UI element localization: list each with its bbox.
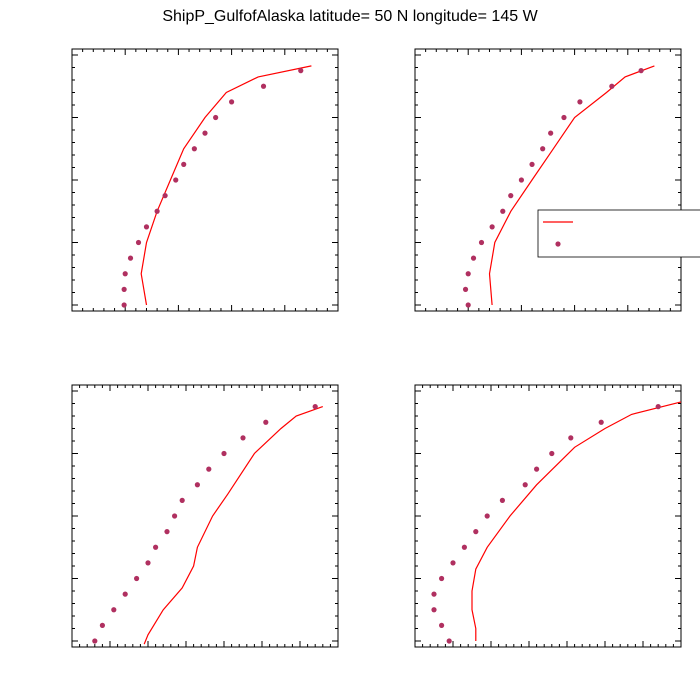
legend xyxy=(537,209,700,258)
raobs-point xyxy=(153,544,159,550)
raobs-point xyxy=(446,638,452,644)
plot-frame xyxy=(71,384,339,648)
raobs-point xyxy=(240,435,246,441)
raobs-point xyxy=(312,404,318,410)
raobs-point xyxy=(465,302,471,308)
raobs-point xyxy=(206,466,212,472)
model-series-line xyxy=(143,406,323,645)
raobs-point xyxy=(179,497,185,503)
raobs-point xyxy=(484,513,490,519)
raobs-point xyxy=(470,255,477,261)
plot-frame xyxy=(414,48,682,312)
panel-oct xyxy=(414,384,682,648)
raobs-point xyxy=(473,529,479,535)
raobs-point xyxy=(609,83,615,89)
model-series-line xyxy=(488,65,655,306)
raobs-point xyxy=(181,161,187,167)
raobs-point xyxy=(229,99,235,105)
raobs-point xyxy=(127,255,134,261)
raobs-point xyxy=(202,130,208,136)
raobs-point xyxy=(568,435,574,441)
raobs-point xyxy=(522,482,528,488)
panel-jul xyxy=(71,384,339,648)
raobs-point xyxy=(172,513,178,519)
raobs-point xyxy=(655,404,661,410)
raobs-point xyxy=(263,419,269,425)
raobs-point xyxy=(465,271,471,277)
panel-group xyxy=(71,48,682,648)
raobs-point xyxy=(221,450,227,457)
figure-title: ShipP_GulfofAlaska latitude= 50 N longit… xyxy=(162,8,538,25)
raobs-point xyxy=(561,114,567,121)
raobs-point xyxy=(92,638,98,644)
raobs-point xyxy=(534,466,540,472)
raobs-point xyxy=(462,286,469,292)
raobs-point xyxy=(194,482,200,488)
raobs-point xyxy=(489,224,495,230)
raobs-point xyxy=(143,224,150,230)
legend-box xyxy=(537,209,700,258)
panel-jan xyxy=(71,48,339,312)
raobs-point xyxy=(135,239,142,246)
model-series-line xyxy=(471,401,682,641)
raobs-point xyxy=(461,544,467,550)
raobs-point xyxy=(638,68,644,74)
raobs-point xyxy=(431,591,437,597)
raobs-point xyxy=(154,208,160,214)
raobs-point xyxy=(549,450,555,457)
raobs-point xyxy=(431,607,437,613)
raobs-point xyxy=(111,607,117,613)
panel-apr xyxy=(414,48,682,312)
raobs-point xyxy=(439,575,445,582)
raobs-point xyxy=(191,146,197,152)
raobs-point xyxy=(478,239,485,246)
raobs-point xyxy=(134,575,140,582)
raobs-point xyxy=(164,529,170,535)
raobs-point xyxy=(518,177,525,183)
raobs-point xyxy=(122,591,128,597)
raobs-point xyxy=(529,161,535,167)
legend-marker-swatch xyxy=(555,241,561,247)
raobs-point xyxy=(213,114,219,121)
raobs-point xyxy=(499,497,505,503)
raobs-point xyxy=(508,193,514,199)
raobs-point xyxy=(540,146,546,152)
raobs-point xyxy=(99,622,105,628)
raobs-point xyxy=(439,622,445,628)
model-series-line xyxy=(140,65,312,306)
plot-frame xyxy=(71,48,339,312)
raobs-point xyxy=(500,208,506,214)
raobs-point xyxy=(173,177,179,183)
raobs-point xyxy=(260,83,267,89)
raobs-point xyxy=(577,99,583,105)
raobs-point xyxy=(162,193,168,199)
raobs-point xyxy=(121,302,127,308)
raobs-point xyxy=(145,560,151,566)
plot-frame xyxy=(414,384,682,648)
raobs-point xyxy=(298,68,304,74)
raobs-point xyxy=(450,560,456,566)
raobs-point xyxy=(122,271,128,277)
raobs-point xyxy=(121,286,127,292)
raobs-point xyxy=(548,130,554,136)
raobs-point xyxy=(598,419,604,425)
